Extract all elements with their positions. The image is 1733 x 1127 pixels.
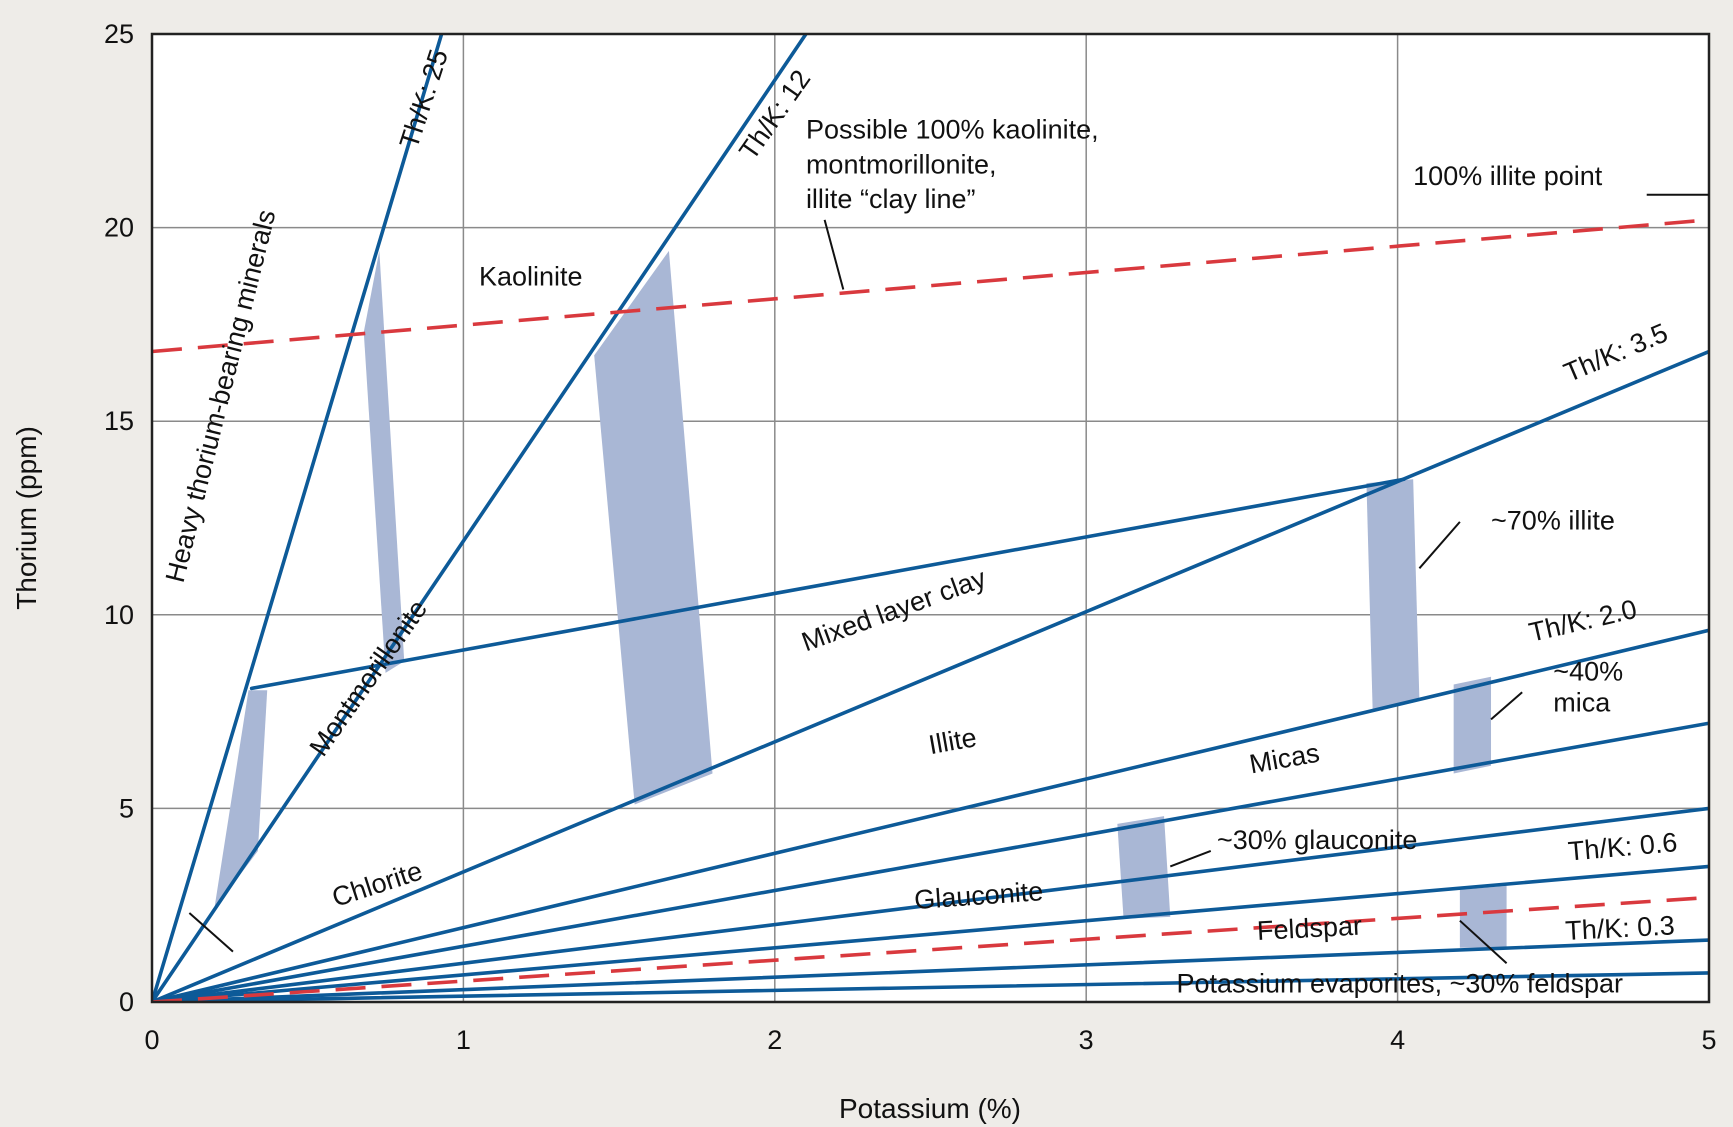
- annotation-label: mica: [1553, 688, 1611, 718]
- leader-line: [823, 219, 845, 290]
- clay-line: [152, 895, 1709, 1002]
- series-line: [152, 34, 808, 1002]
- leader-line: [1490, 691, 1523, 721]
- annotation-label: montmorillonite,: [806, 149, 997, 179]
- leader-line: [1459, 919, 1508, 965]
- series-line: [152, 721, 1709, 1002]
- series-line: [152, 806, 1709, 1002]
- y-tick-label: 25: [104, 19, 134, 49]
- x-tick-label: 1: [456, 1025, 471, 1055]
- y-tick-label: 20: [104, 213, 134, 243]
- grid: [152, 34, 1709, 1002]
- y-axis-title: Thorium (ppm): [11, 426, 42, 610]
- leader-line: [188, 912, 234, 953]
- clay-line: [152, 218, 1709, 354]
- annotation-label: Th/K: 0.3: [1564, 910, 1675, 946]
- y-tick-label: 10: [104, 600, 134, 630]
- leader-line: [1169, 850, 1212, 868]
- shaded-band: [594, 250, 713, 805]
- shaded-band: [1459, 885, 1507, 948]
- annotation-label: Possible 100% kaolinite,: [806, 115, 1099, 145]
- series-line: [152, 938, 1709, 1002]
- series-line: [152, 864, 1709, 1002]
- leader-line: [1418, 521, 1461, 569]
- series-line: [249, 477, 1406, 691]
- annotation-label: illite “clay line”: [806, 184, 976, 214]
- x-tick-label: 4: [1390, 1025, 1405, 1055]
- x-tick-label: 2: [767, 1025, 782, 1055]
- annotation-label: 100% illite point: [1413, 161, 1603, 191]
- x-axis-title: Potassium (%): [839, 1093, 1021, 1124]
- x-tick-label: 0: [144, 1025, 159, 1055]
- tick-labels: 0 1 2 3 4 5 0 5 10 15 20 25: [104, 19, 1717, 1055]
- y-tick-label: 0: [119, 987, 134, 1017]
- y-tick-label: 15: [104, 406, 134, 436]
- annotation-label: Feldspar: [1256, 911, 1362, 946]
- leader-lines: [188, 193, 1709, 965]
- shaded-band: [1366, 479, 1420, 712]
- plot-frame: [150, 32, 1711, 1004]
- shaded-band: [214, 690, 268, 910]
- annotation-label: ~40%: [1553, 657, 1623, 687]
- series-line: [152, 971, 1709, 1002]
- x-tick-label: 5: [1701, 1025, 1716, 1055]
- series-lines: [152, 34, 1709, 1002]
- annotation-label: ~70% illite: [1491, 506, 1615, 536]
- shaded-bands: [214, 250, 1507, 948]
- shaded-band: [1453, 676, 1492, 774]
- y-tick-label: 5: [119, 793, 134, 823]
- series-line: [152, 34, 444, 1002]
- x-tick-label: 3: [1079, 1025, 1094, 1055]
- series-line: [152, 628, 1709, 1002]
- annotation-label: ~30% glauconite: [1217, 825, 1417, 855]
- annotation-label: Potassium evaporites, ~30% feldspar: [1177, 968, 1624, 998]
- shaded-band: [1117, 816, 1171, 919]
- annotation-label: Kaolinite: [479, 262, 583, 292]
- series-line: [152, 349, 1709, 1002]
- shaded-band: [363, 250, 405, 673]
